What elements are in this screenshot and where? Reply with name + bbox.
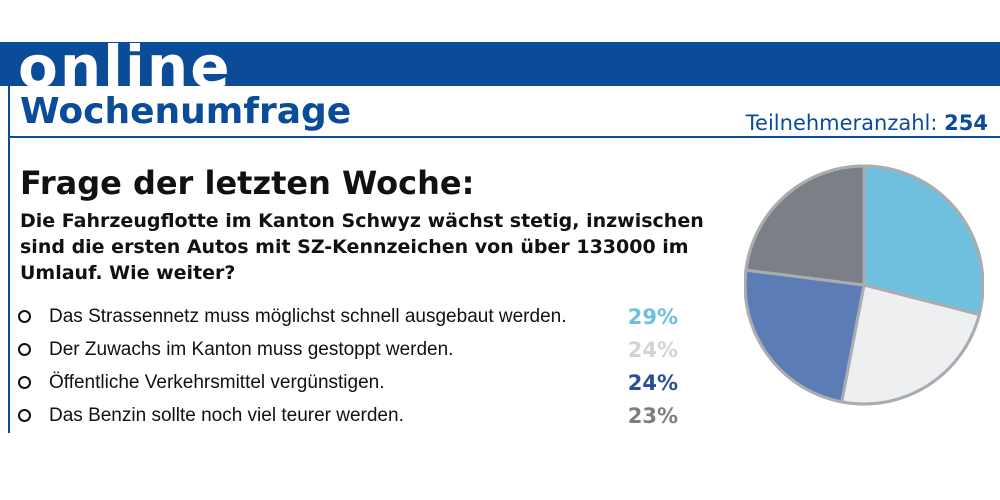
answer-option[interactable]: Das Strassennetz muss möglichst schnell … [18,300,698,333]
answer-percent: 24% [627,371,678,395]
radio-circle-icon[interactable] [18,376,31,389]
pie-slice [744,268,866,404]
answer-label: Der Zuwachs im Kanton muss gestoppt werd… [49,338,454,360]
pie-chart [744,164,984,406]
answer-option[interactable]: Das Benzin sollte noch viel teurer werde… [18,399,698,432]
answer-percent: 24% [627,338,678,362]
radio-circle-icon[interactable] [18,310,31,323]
question-heading: Frage der letzten Woche: [20,164,475,202]
answer-option[interactable]: Öffentliche Verkehrsmittel vergünstigen.… [18,366,698,399]
answer-label: Das Benzin sollte noch viel teurer werde… [49,404,404,426]
answer-percent: 23% [627,404,678,428]
participants-label: Teilnehmeranzahl: [745,111,938,135]
pie-outline [744,164,984,406]
answer-label: Das Strassennetz muss möglichst schnell … [49,305,567,327]
question-text: Die Fahrzeugflotte im Kanton Schwyz wäch… [20,210,704,284]
answer-label: Öffentliche Verkehrsmittel vergünstigen. [49,371,385,393]
left-border [8,138,10,433]
header-frame [8,86,1000,138]
participants-value: 254 [944,111,988,135]
brand-label: online [18,33,232,101]
pie-slice [744,164,866,287]
participant-count: Teilnehmeranzahl: 254 [746,110,988,136]
radio-circle-icon[interactable] [18,343,31,356]
answer-percent: 29% [627,305,678,329]
survey-title: Wochenumfrage [20,91,352,132]
header-banner [0,42,1000,86]
answer-option[interactable]: Der Zuwachs im Kanton muss gestoppt werd… [18,333,698,366]
radio-circle-icon[interactable] [18,409,31,422]
answer-list: Das Strassennetz muss möglichst schnell … [18,300,698,432]
